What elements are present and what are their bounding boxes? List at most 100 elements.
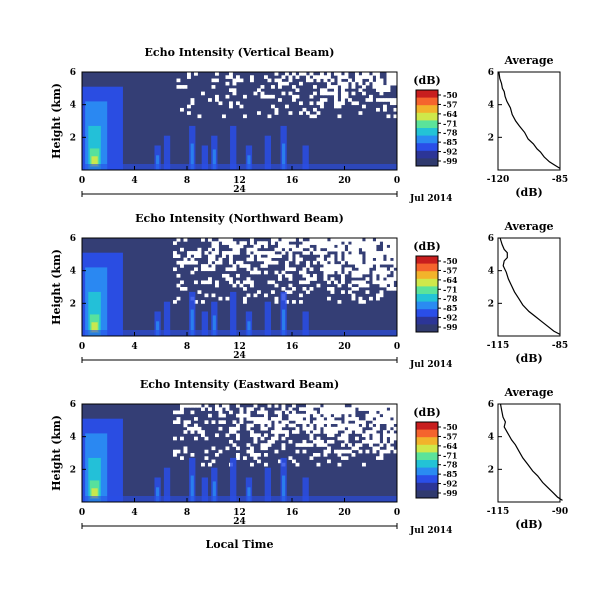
no-data-cell bbox=[222, 273, 226, 278]
no-data-cell bbox=[264, 420, 268, 424]
colorbar-tick-label: -71 bbox=[443, 450, 457, 460]
no-data-cell bbox=[323, 264, 328, 268]
no-data-cell bbox=[348, 407, 352, 411]
no-data-cell bbox=[379, 91, 384, 96]
no-data-cell bbox=[344, 81, 349, 86]
no-data-cell bbox=[337, 300, 342, 304]
no-data-cell bbox=[278, 244, 282, 249]
no-data-cell bbox=[201, 433, 205, 438]
no-data-cell bbox=[302, 241, 307, 245]
no-data-cell bbox=[351, 280, 356, 285]
no-data-cell bbox=[316, 436, 321, 441]
no-data-cell bbox=[341, 81, 345, 86]
no-data-cell bbox=[278, 254, 282, 258]
no-data-cell bbox=[390, 433, 394, 438]
no-data-cell bbox=[376, 280, 380, 285]
no-data-cell bbox=[355, 404, 359, 408]
no-data-cell bbox=[358, 238, 363, 242]
no-data-cell bbox=[194, 280, 198, 285]
no-data-cell bbox=[211, 293, 216, 298]
no-data-cell bbox=[372, 254, 377, 258]
no-data-cell bbox=[358, 88, 363, 92]
no-data-cell bbox=[250, 241, 254, 245]
no-data-cell bbox=[264, 426, 268, 431]
no-data-cell bbox=[236, 404, 240, 408]
no-data-cell bbox=[285, 264, 289, 268]
no-data-cell bbox=[330, 260, 335, 265]
no-data-cell bbox=[348, 423, 352, 428]
no-data-cell bbox=[267, 404, 272, 408]
no-data-cell bbox=[246, 267, 251, 272]
no-data-cell bbox=[337, 241, 342, 245]
colorbar-tick-label: -85 bbox=[443, 137, 457, 147]
no-data-cell bbox=[299, 407, 303, 411]
average-y-tick-label: 6 bbox=[488, 400, 494, 410]
no-data-cell bbox=[246, 449, 251, 454]
no-data-cell bbox=[341, 238, 345, 242]
heatmap-title: Echo Intensity (Northward Beam) bbox=[135, 212, 344, 225]
no-data-cell bbox=[257, 254, 261, 258]
no-data-cell bbox=[225, 75, 230, 79]
no-data-cell bbox=[313, 241, 317, 245]
no-data-cell bbox=[215, 72, 219, 76]
no-data-cell bbox=[306, 264, 310, 268]
no-data-cell bbox=[358, 283, 363, 288]
no-data-cell bbox=[316, 404, 321, 408]
no-data-cell bbox=[183, 449, 188, 454]
no-data-cell bbox=[348, 260, 352, 265]
no-data-cell bbox=[187, 420, 191, 424]
heatmap-background bbox=[82, 72, 397, 170]
no-data-cell bbox=[299, 280, 303, 285]
no-data-cell bbox=[225, 94, 230, 99]
x-tick-label: 8 bbox=[184, 508, 190, 518]
no-data-cell bbox=[358, 430, 363, 434]
no-data-cell bbox=[351, 270, 356, 275]
no-data-cell bbox=[197, 290, 202, 294]
average-y-tick-label: 6 bbox=[488, 234, 494, 244]
no-data-cell bbox=[390, 78, 394, 83]
no-data-cell bbox=[302, 72, 307, 76]
no-data-cell bbox=[176, 78, 181, 83]
no-data-cell bbox=[309, 72, 314, 76]
colorbar-tick-label: -71 bbox=[443, 118, 457, 128]
no-data-cell bbox=[327, 420, 331, 424]
no-data-cell bbox=[274, 449, 279, 454]
no-data-cell bbox=[271, 280, 275, 285]
no-data-cell bbox=[271, 94, 275, 99]
no-data-cell bbox=[330, 244, 335, 249]
no-data-cell bbox=[383, 241, 387, 245]
no-data-cell bbox=[390, 436, 394, 441]
no-data-cell bbox=[355, 264, 359, 268]
no-data-cell bbox=[341, 290, 345, 294]
no-data-cell bbox=[358, 426, 363, 431]
no-data-cell bbox=[232, 244, 237, 249]
no-data-cell bbox=[260, 91, 265, 96]
no-data-cell bbox=[194, 423, 198, 428]
no-data-cell bbox=[309, 94, 314, 99]
y-tick-label: 2 bbox=[70, 299, 76, 309]
no-data-cell bbox=[341, 436, 345, 441]
no-data-cell bbox=[281, 443, 286, 447]
no-data-cell bbox=[365, 267, 370, 272]
no-data-cell bbox=[239, 413, 244, 418]
no-data-cell bbox=[236, 433, 240, 438]
no-data-cell bbox=[376, 72, 380, 76]
no-data-cell bbox=[236, 78, 240, 83]
no-data-cell bbox=[288, 407, 293, 411]
no-data-cell bbox=[302, 251, 307, 255]
no-data-cell bbox=[295, 417, 300, 421]
no-data-cell bbox=[330, 407, 335, 411]
no-data-cell bbox=[323, 430, 328, 434]
no-data-cell bbox=[379, 449, 384, 454]
no-data-cell bbox=[267, 254, 272, 258]
no-data-cell bbox=[344, 267, 349, 272]
no-data-cell bbox=[341, 94, 345, 99]
no-data-cell bbox=[271, 238, 275, 242]
no-data-cell bbox=[327, 91, 331, 96]
no-data-cell bbox=[393, 244, 398, 249]
no-data-cell bbox=[281, 407, 286, 411]
no-data-cell bbox=[225, 277, 230, 281]
no-data-cell bbox=[274, 433, 279, 438]
colorbar-segment bbox=[416, 128, 438, 137]
